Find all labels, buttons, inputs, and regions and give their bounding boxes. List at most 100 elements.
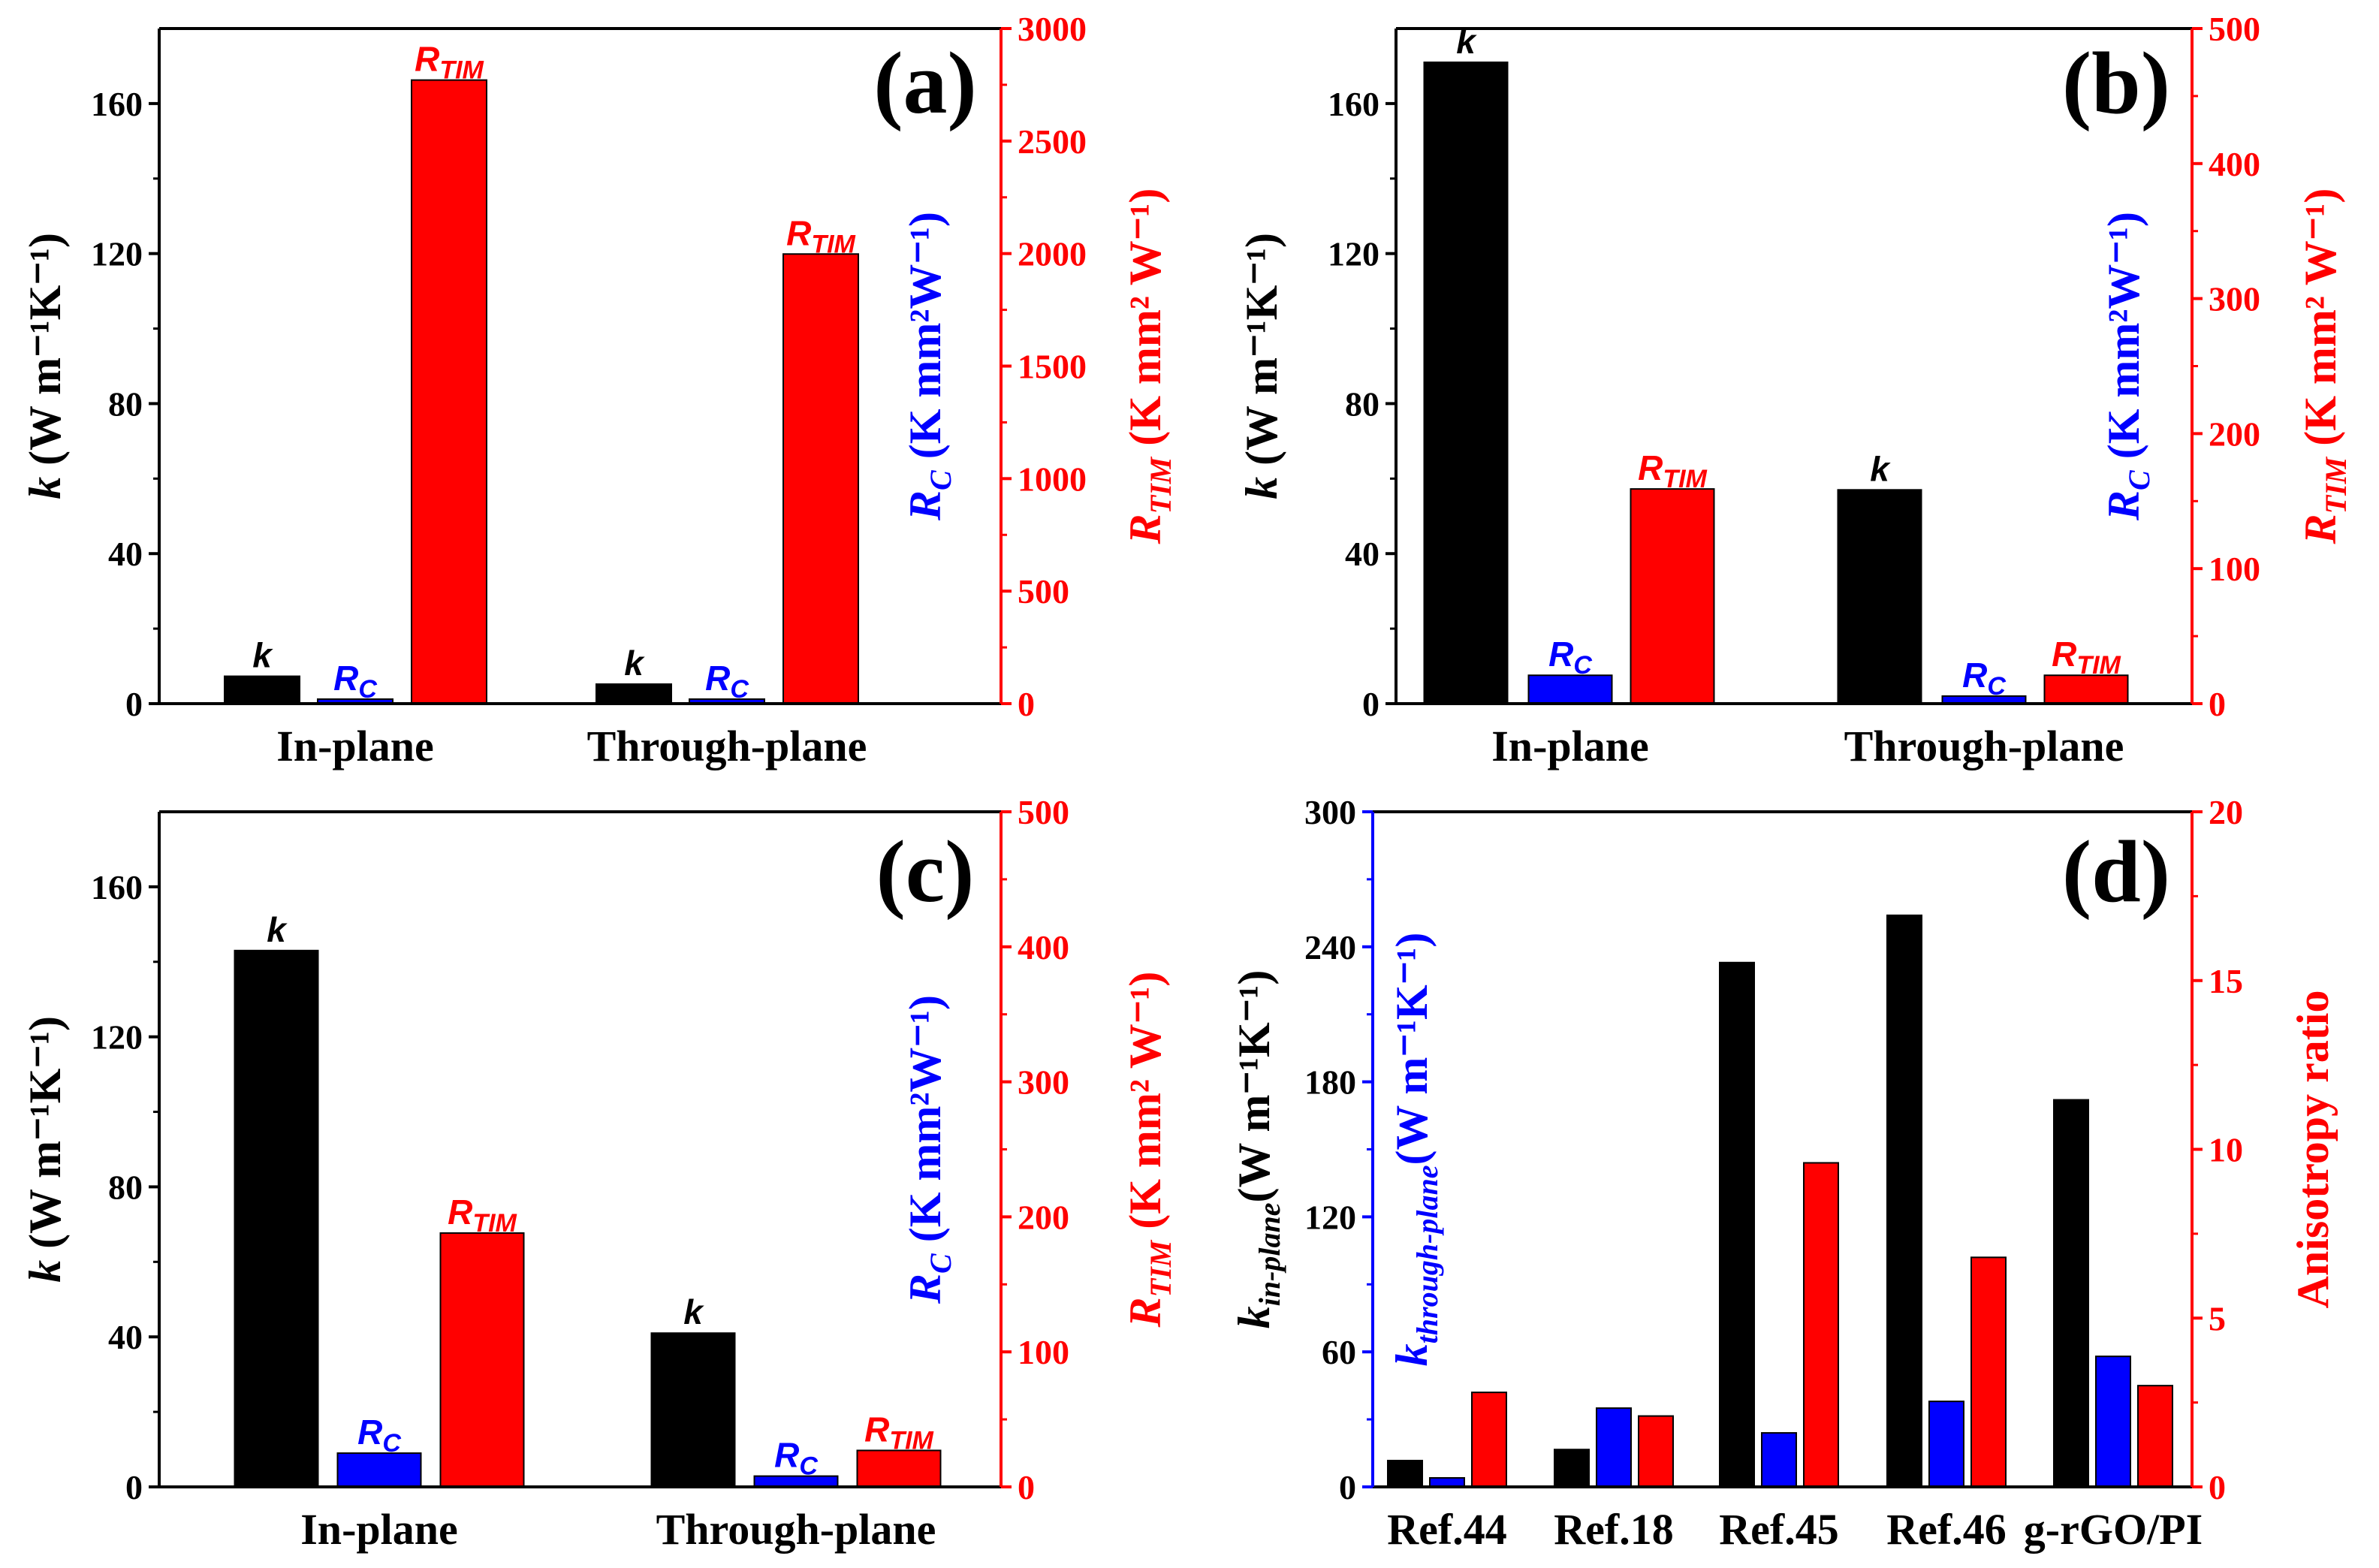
right-tick-label: 10 <box>2209 1131 2243 1169</box>
bar-label: k <box>683 1292 704 1331</box>
title-unit: (K mm² W⁻¹) <box>1120 972 1170 1241</box>
category-label: Through-plane <box>1844 722 2124 770</box>
bar-k_in-plane-Ref.18 <box>1554 1449 1590 1488</box>
left-axis-title: kin-plane(W m⁻¹K⁻¹) <box>1229 970 1286 1329</box>
bar-label-symbol: R <box>1548 635 1573 674</box>
category-label: Through-plane <box>587 722 867 770</box>
bar-label-symbol: k <box>683 1292 704 1331</box>
left-tick-label: 0 <box>1362 685 1379 723</box>
left-tick-label: 120 <box>1328 235 1379 273</box>
bar-label: k <box>624 644 645 683</box>
category-label: In-plane <box>276 722 434 770</box>
title-subscript: in-plane <box>1253 1203 1286 1307</box>
bar-k_in-plane-Ref.46 <box>1886 914 1922 1488</box>
left-tick-label: 80 <box>108 384 143 423</box>
bar-label-symbol: R <box>774 1436 799 1475</box>
bar-R_TIM-Through-plane <box>856 1449 942 1488</box>
bar-label: RC <box>1962 656 2006 701</box>
bar-k_in-plane-Ref.45 <box>1719 961 1755 1488</box>
left-tick-label: 160 <box>1328 85 1379 123</box>
bar-k-Through-plane <box>1837 489 1922 704</box>
right-tick-label: 200 <box>2209 415 2260 453</box>
left-tick-label: 180 <box>1304 1063 1356 1102</box>
bar-label: RC <box>705 659 749 704</box>
title-symbol: R <box>2296 514 2345 544</box>
right-tick-label: 400 <box>2209 145 2260 183</box>
second-left-axis-title: kthrough-plane(W m⁻¹K⁻¹) <box>1387 933 1444 1367</box>
title-subscript: C <box>924 469 957 490</box>
bar-R_TIM-In-plane <box>411 79 487 705</box>
right-tick-label: 500 <box>1018 793 1069 831</box>
title-unit: (W m⁻¹K⁻¹) <box>1229 970 1279 1203</box>
left-tick-label: 0 <box>125 685 143 723</box>
bar-Anisotropy ratio-Ref.45 <box>1803 1162 1839 1488</box>
left-tick-label: 60 <box>1322 1333 1356 1371</box>
title-subscript: C <box>2122 469 2156 490</box>
title-unit: (W m⁻¹K⁻¹) <box>20 1016 70 1260</box>
right-tick-label: 400 <box>1018 928 1069 966</box>
right-tick-label: 3000 <box>1018 10 1087 48</box>
bar-label-symbol: R <box>705 659 730 698</box>
bar-R_TIM-In-plane <box>1630 488 1715 704</box>
left-tick-label: 160 <box>91 85 143 123</box>
category-label: In-plane <box>1491 722 1649 770</box>
panel-d: 0 60 120 180 240 300 0 5 10 15 20 Ref.44 Ref.18 Ref.4… <box>1229 793 2338 1554</box>
bar-label-subscript: TIM <box>439 56 484 85</box>
right-tick-label: 500 <box>1018 572 1069 611</box>
bar-label-symbol: k <box>1870 449 1891 488</box>
left-tick-label: 0 <box>1339 1468 1356 1506</box>
bar-label-symbol: R <box>1638 448 1663 487</box>
bar-label: k <box>267 910 288 949</box>
right-tick-label: 100 <box>2209 550 2260 588</box>
right-tick-label: 15 <box>2209 962 2243 1000</box>
bar-label-symbol: R <box>415 40 439 79</box>
right-tick-label: 200 <box>1018 1198 1069 1236</box>
title-symbol: k <box>20 1260 70 1283</box>
right-tick-label: 20 <box>2209 793 2243 831</box>
left-tick-label: 40 <box>108 1318 143 1356</box>
right-axis-title: RTIM (K mm² W⁻¹) <box>1120 972 1177 1328</box>
bar-label-symbol: R <box>333 659 358 698</box>
title-unit: (W m⁻¹K⁻¹) <box>20 233 70 477</box>
title-unit: (K mm²W⁻¹) <box>900 995 950 1253</box>
bar-label: RTIM <box>864 1410 933 1455</box>
bar-label-subscript: C <box>730 675 749 704</box>
bar-label-subscript: TIM <box>1663 465 1707 493</box>
title-unit: (W m⁻¹K⁻¹) <box>1237 233 1286 477</box>
right-tick-label: 300 <box>1018 1063 1069 1102</box>
right-tick-label: 0 <box>1018 685 1035 723</box>
title-symbol: k <box>1229 1306 1279 1328</box>
bar-label-subscript: C <box>1987 672 2006 701</box>
bar-label: RC <box>333 659 377 704</box>
title-unit: (K mm² W⁻¹) <box>1120 188 1170 457</box>
bar-label-subscript: TIM <box>472 1209 517 1238</box>
bar-k_in-plane-Ref.44 <box>1387 1459 1423 1488</box>
left-tick-label: 160 <box>91 868 143 906</box>
left-tick-label: 80 <box>1345 384 1379 423</box>
bar-label-symbol: k <box>267 910 288 949</box>
category-label: Ref.46 <box>1886 1505 2006 1554</box>
title-symbol: R <box>900 490 950 521</box>
bar-label-symbol: R <box>357 1413 382 1452</box>
bar-R_TIM-Through-plane <box>2043 674 2129 705</box>
bar-label: k <box>1870 449 1891 488</box>
left-tick-label: 240 <box>1304 928 1356 966</box>
panel-a: k kRC RCRTIMRTIM04080120160050010001500200… <box>20 10 1177 770</box>
category-label: g-rGO/PI <box>2024 1505 2203 1554</box>
bar-label-symbol: R <box>448 1193 472 1232</box>
title-unit: (K mm²W⁻¹) <box>2099 212 2148 470</box>
bar-label: RC <box>774 1436 818 1481</box>
bar-Anisotropy ratio-g-rGO/PI <box>2137 1385 2173 1488</box>
bar-label-subscript: C <box>1573 651 1592 680</box>
bar-Anisotropy ratio-Ref.44 <box>1471 1392 1507 1488</box>
right-tick-label: 500 <box>2209 10 2260 48</box>
bar-label: RC <box>357 1413 401 1458</box>
bar-R_TIM-Through-plane <box>782 253 859 704</box>
bar-label: RTIM <box>448 1193 517 1238</box>
bar-label: RC <box>1548 635 1592 680</box>
bar-k_through-plane-Ref.45 <box>1761 1432 1797 1488</box>
bar-R_TIM-In-plane <box>439 1232 525 1488</box>
right-axis-title: RC (K mm²W⁻¹) <box>2099 212 2156 521</box>
bar-label: RTIM <box>415 40 484 85</box>
